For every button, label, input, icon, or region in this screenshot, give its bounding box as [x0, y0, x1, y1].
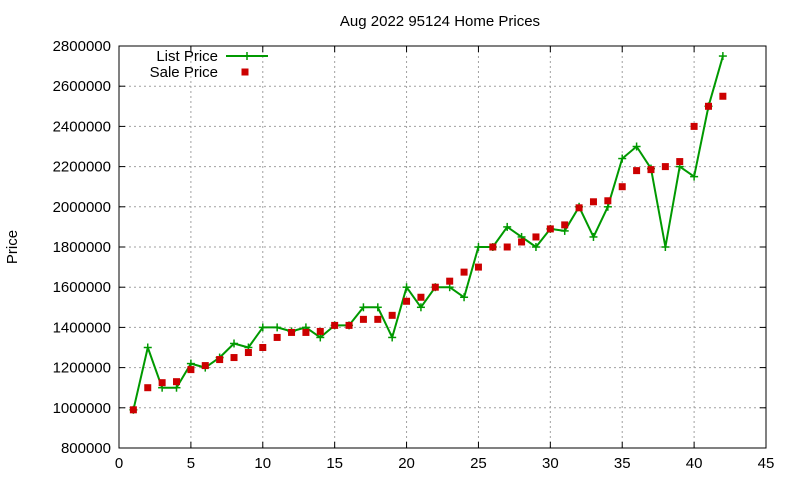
- point-sale-price: [460, 268, 468, 276]
- y-tick-label: 2400000: [53, 118, 111, 135]
- point-sale-price: [216, 356, 224, 364]
- point-sale-price: [604, 197, 612, 205]
- point-sale-price: [661, 163, 669, 171]
- point-sale-price: [546, 225, 554, 233]
- point-sale-price: [403, 297, 411, 305]
- x-tick-label: 45: [758, 455, 775, 472]
- point-sale-price: [359, 315, 367, 323]
- y-tick-label: 1800000: [53, 239, 111, 256]
- point-sale-price: [719, 92, 727, 100]
- point-sale-price: [259, 344, 267, 351]
- point-sale-price: [187, 366, 195, 374]
- point-list-price: [388, 333, 397, 342]
- plot-area: [129, 52, 727, 414]
- legend-label-sale-price: Sale Price: [150, 64, 218, 81]
- point-sale-price: [158, 379, 166, 387]
- point-sale-price: [230, 354, 238, 362]
- point-sale-price: [273, 333, 281, 341]
- point-sale-price: [446, 277, 454, 285]
- point-sale-price: [575, 204, 583, 212]
- point-list-price: [258, 323, 267, 332]
- y-tick-label: 2000000: [53, 199, 111, 216]
- point-sale-price: [129, 406, 137, 414]
- point-sale-price: [345, 321, 353, 329]
- x-tick-label: 10: [254, 455, 271, 472]
- point-sale-price: [244, 349, 252, 357]
- point-sale-price: [201, 362, 209, 370]
- axes: 0 5 10 15 20 25 30 35 40 45 800000 1000000 1200000 14…: [53, 38, 775, 472]
- series-line-list-price: [132, 55, 724, 411]
- point-sale-price: [618, 183, 626, 191]
- point-list-price: [143, 343, 152, 352]
- point-sale-price: [589, 198, 597, 206]
- point-sale-price: [388, 311, 396, 319]
- point-list-price: [531, 243, 540, 251]
- y-tick-label: 2200000: [53, 159, 111, 176]
- point-sale-price: [532, 233, 540, 241]
- x-tick-label: 5: [187, 455, 195, 472]
- legend-label-list-price: List Price: [156, 48, 218, 65]
- chart-title: Aug 2022 95124 Home Prices: [340, 13, 540, 30]
- point-sale-price: [302, 328, 310, 336]
- point-sale-price: [489, 243, 497, 251]
- point-sale-price: [690, 122, 698, 130]
- point-list-price: [474, 243, 483, 251]
- point-sale-price: [417, 293, 425, 301]
- y-tick-label: 800000: [61, 440, 111, 457]
- point-list-price: [460, 293, 469, 302]
- point-sale-price: [633, 167, 641, 175]
- point-list-price: [661, 243, 670, 251]
- point-sale-price: [374, 315, 382, 323]
- x-tick-label: 20: [398, 455, 415, 472]
- y-tick-label: 1400000: [53, 319, 111, 336]
- point-sale-price: [676, 158, 684, 166]
- point-list-price: [230, 339, 239, 348]
- x-tick-label: 35: [614, 455, 631, 472]
- point-list-price: [273, 323, 282, 332]
- x-tick-label: 40: [686, 455, 703, 472]
- y-axis-label: Price: [4, 230, 21, 264]
- point-sale-price: [144, 384, 152, 392]
- y-tick-label: 1200000: [53, 360, 111, 377]
- y-tick-label: 1000000: [53, 400, 111, 417]
- x-tick-label: 0: [115, 455, 123, 472]
- point-sale-price: [173, 378, 181, 386]
- point-list-price: [416, 303, 425, 312]
- point-list-price: [618, 154, 627, 163]
- legend-marker-sale-price: [241, 68, 249, 76]
- point-list-price: [359, 303, 368, 312]
- point-sale-price: [647, 166, 655, 174]
- x-tick-label: 15: [326, 455, 343, 472]
- point-sale-price: [474, 263, 482, 271]
- point-sale-price: [704, 102, 712, 110]
- point-sale-price: [331, 321, 339, 329]
- point-sale-price: [561, 221, 569, 229]
- point-sale-price: [431, 283, 439, 291]
- y-tick-label: 2600000: [53, 78, 111, 95]
- point-sale-price: [518, 238, 526, 246]
- point-sale-price: [288, 328, 296, 336]
- point-list-price: [632, 142, 641, 151]
- legend-marker-list-price: [243, 52, 251, 60]
- point-list-price: [503, 222, 512, 231]
- y-tick-label: 2800000: [53, 38, 111, 55]
- point-list-price: [718, 52, 727, 61]
- point-list-price: [690, 172, 699, 181]
- point-sale-price: [316, 327, 324, 335]
- x-tick-label: 25: [470, 455, 487, 472]
- legend: List Price Sale Price: [150, 48, 268, 81]
- y-tick-label: 1600000: [53, 279, 111, 296]
- x-tick-label: 30: [542, 455, 559, 472]
- point-list-price: [589, 232, 598, 241]
- point-sale-price: [503, 243, 511, 251]
- point-list-price: [402, 283, 411, 292]
- point-list-price: [373, 303, 382, 312]
